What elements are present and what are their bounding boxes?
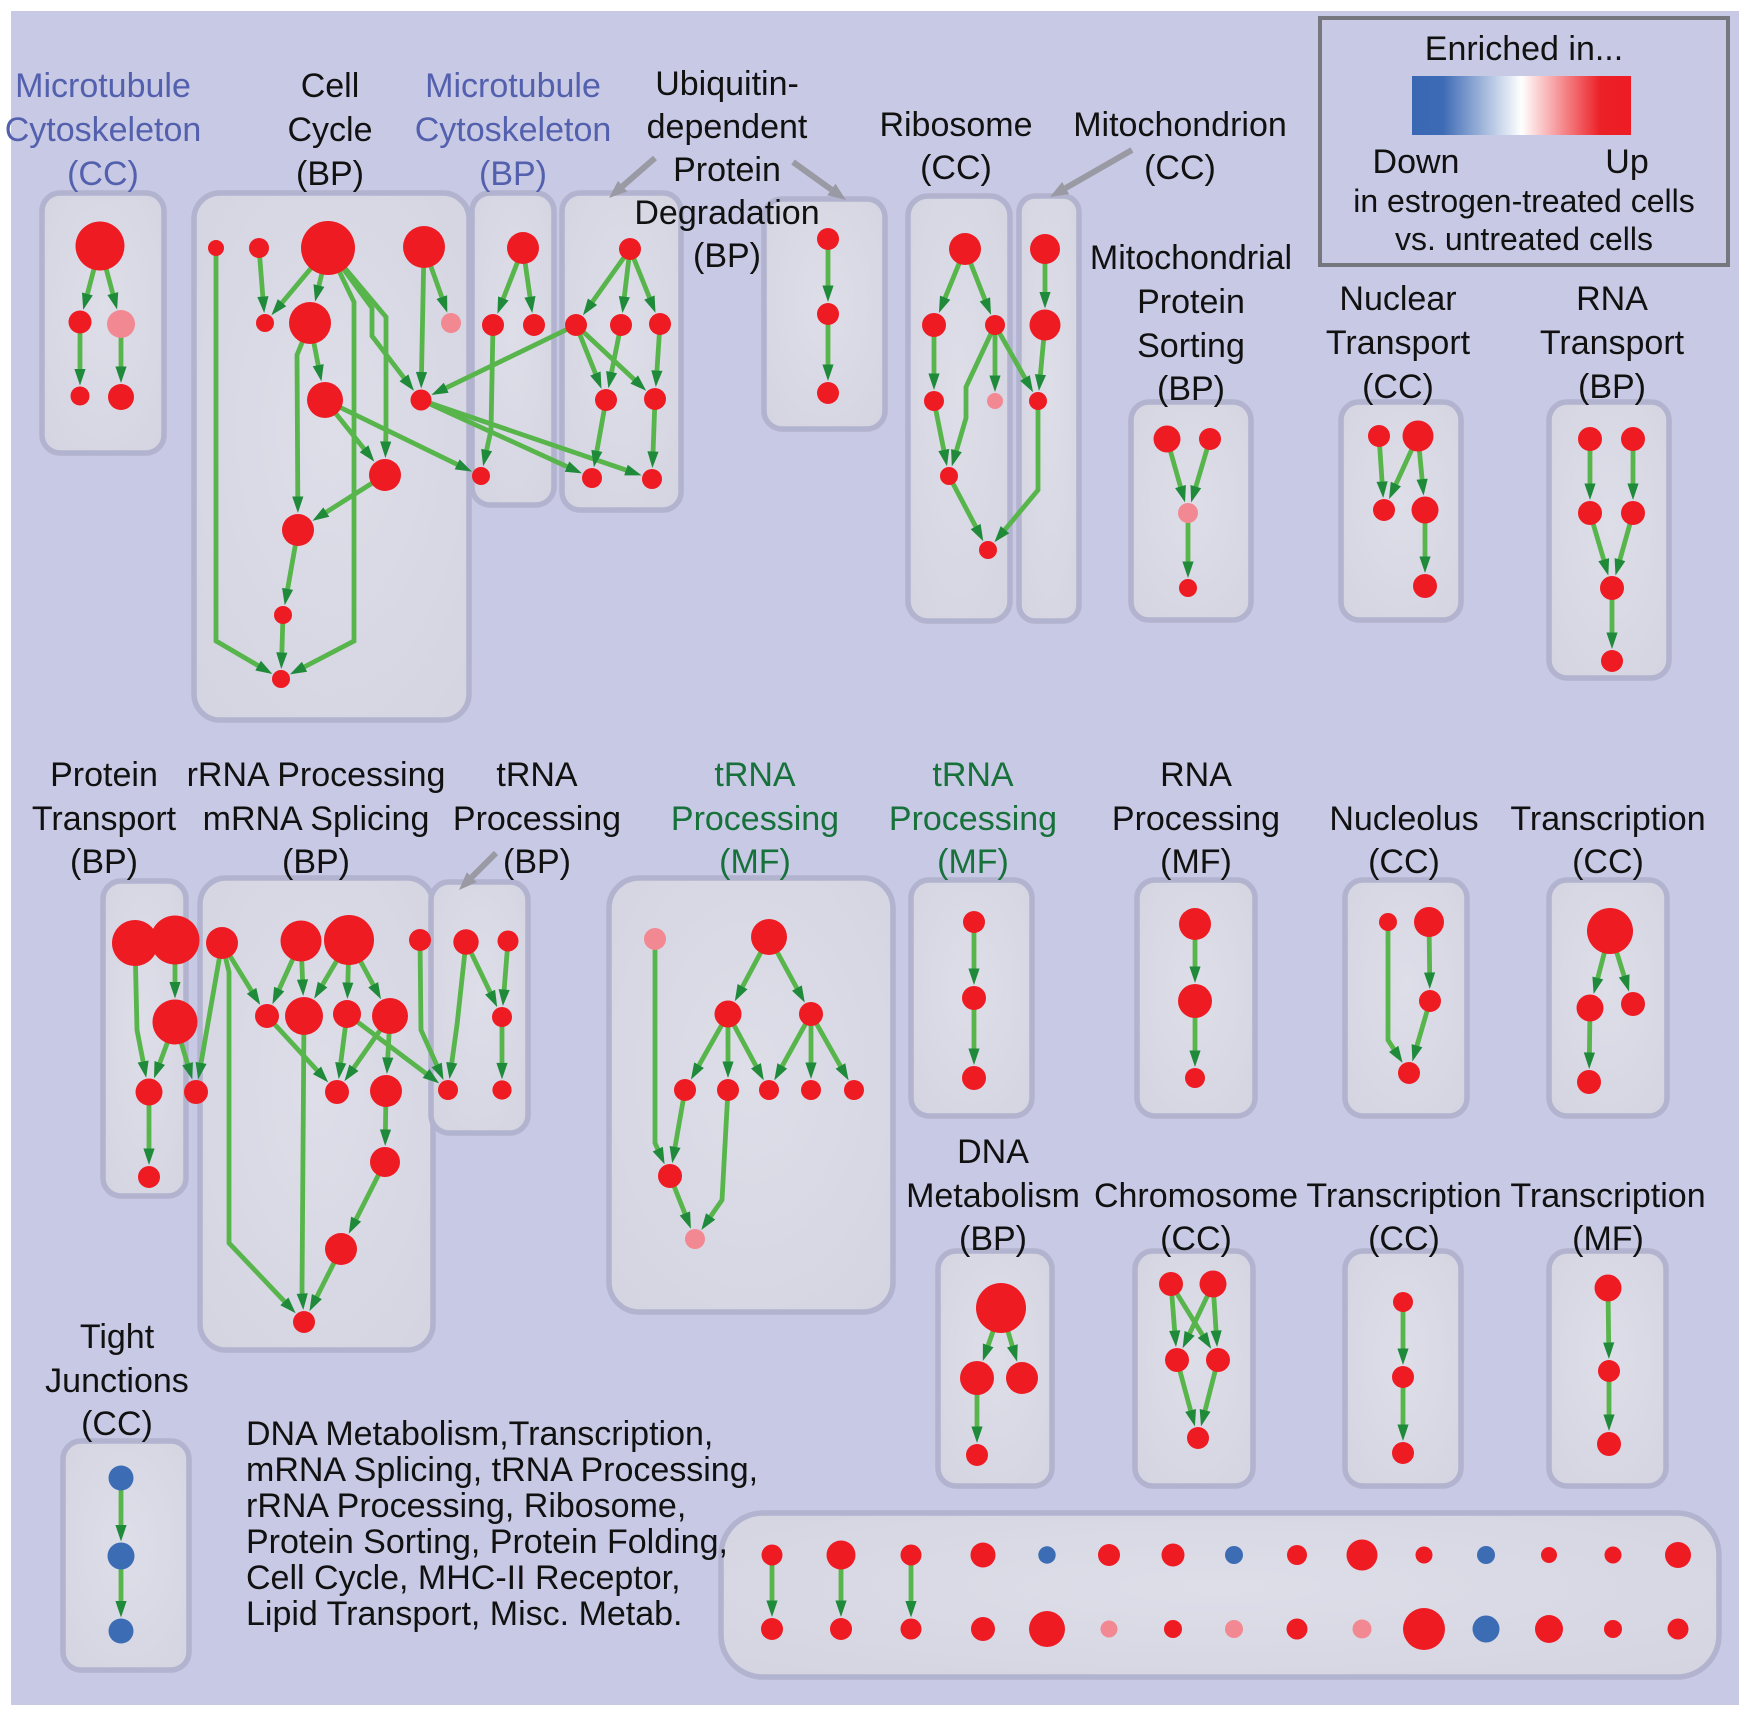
svg-text:Nuclear: Nuclear	[1339, 280, 1456, 318]
svg-text:Transport: Transport	[32, 800, 177, 838]
svg-text:(BP): (BP)	[959, 1220, 1027, 1258]
svg-text:tRNA: tRNA	[496, 756, 578, 794]
svg-text:(BP): (BP)	[479, 155, 547, 193]
svg-text:Nucleolus: Nucleolus	[1329, 800, 1478, 838]
svg-text:Cell Cycle, MHC-II Receptor,: Cell Cycle, MHC-II Receptor,	[246, 1559, 681, 1597]
svg-text:(MF): (MF)	[937, 843, 1009, 881]
svg-text:(CC): (CC)	[1368, 1220, 1440, 1258]
svg-text:Transcription: Transcription	[1306, 1177, 1501, 1215]
svg-text:Up: Up	[1605, 143, 1648, 181]
svg-text:Ubiquitin-: Ubiquitin-	[655, 65, 799, 103]
svg-text:DNA Metabolism,Transcription,: DNA Metabolism,Transcription,	[246, 1415, 713, 1453]
svg-text:rRNA Processing: rRNA Processing	[187, 756, 446, 794]
svg-text:(CC): (CC)	[81, 1405, 153, 1443]
svg-text:mRNA Splicing: mRNA Splicing	[203, 800, 430, 838]
svg-text:RNA: RNA	[1160, 756, 1232, 794]
svg-text:(BP): (BP)	[693, 237, 761, 275]
svg-text:DNA: DNA	[957, 1133, 1029, 1171]
svg-text:Cell: Cell	[301, 67, 360, 105]
svg-text:Ribosome: Ribosome	[879, 106, 1032, 144]
svg-text:Mitochondrion: Mitochondrion	[1073, 106, 1287, 144]
svg-text:mRNA Splicing, tRNA Processing: mRNA Splicing, tRNA Processing,	[246, 1451, 758, 1489]
svg-text:Lipid Transport, Misc. Metab.: Lipid Transport, Misc. Metab.	[246, 1595, 683, 1633]
svg-text:Down: Down	[1373, 143, 1460, 181]
svg-text:(CC): (CC)	[1572, 843, 1644, 881]
svg-text:(MF): (MF)	[1160, 843, 1232, 881]
svg-text:(BP): (BP)	[70, 843, 138, 881]
svg-text:(MF): (MF)	[719, 843, 791, 881]
svg-text:Degradation: Degradation	[634, 194, 819, 232]
svg-text:tRNA: tRNA	[714, 756, 796, 794]
svg-text:Tight: Tight	[80, 1318, 155, 1356]
svg-text:(BP): (BP)	[296, 155, 364, 193]
svg-text:Processing: Processing	[453, 800, 621, 838]
svg-text:tRNA: tRNA	[932, 756, 1014, 794]
svg-text:dependent: dependent	[647, 108, 808, 146]
svg-text:RNA: RNA	[1576, 280, 1648, 318]
svg-text:(BP): (BP)	[503, 843, 571, 881]
svg-text:Microtubule: Microtubule	[15, 67, 191, 105]
svg-text:Junctions: Junctions	[45, 1362, 189, 1400]
svg-text:Mitochondrial: Mitochondrial	[1090, 239, 1292, 277]
svg-text:rRNA Processing, Ribosome,: rRNA Processing, Ribosome,	[246, 1487, 686, 1525]
svg-text:(BP): (BP)	[1157, 370, 1225, 408]
svg-text:Protein Sorting, Protein Foldi: Protein Sorting, Protein Folding,	[246, 1523, 728, 1561]
svg-text:Microtubule: Microtubule	[425, 67, 601, 105]
svg-text:(CC): (CC)	[1362, 368, 1434, 406]
svg-text:Enriched in...: Enriched in...	[1425, 30, 1623, 68]
svg-text:(CC): (CC)	[1144, 149, 1216, 187]
svg-text:Processing: Processing	[1112, 800, 1280, 838]
svg-text:(BP): (BP)	[282, 843, 350, 881]
svg-text:Sorting: Sorting	[1137, 327, 1245, 365]
svg-text:(CC): (CC)	[920, 149, 992, 187]
svg-text:Metabolism: Metabolism	[906, 1177, 1080, 1215]
svg-text:Cytoskeleton: Cytoskeleton	[5, 111, 202, 149]
svg-text:(CC): (CC)	[67, 155, 139, 193]
svg-text:Cycle: Cycle	[287, 111, 372, 149]
svg-text:(BP): (BP)	[1578, 368, 1646, 406]
svg-text:Protein: Protein	[50, 756, 158, 794]
svg-text:Processing: Processing	[671, 800, 839, 838]
svg-text:Transport: Transport	[1326, 324, 1471, 362]
svg-text:Transcription: Transcription	[1510, 1177, 1705, 1215]
svg-text:Transcription: Transcription	[1510, 800, 1705, 838]
svg-text:Transport: Transport	[1540, 324, 1685, 362]
svg-text:Chromosome: Chromosome	[1094, 1177, 1298, 1215]
svg-text:(CC): (CC)	[1368, 843, 1440, 881]
svg-text:Protein: Protein	[673, 151, 781, 189]
svg-text:Protein: Protein	[1137, 283, 1245, 321]
svg-text:Cytoskeleton: Cytoskeleton	[415, 111, 612, 149]
svg-text:in estrogen-treated cells: in estrogen-treated cells	[1353, 183, 1695, 219]
svg-text:vs. untreated cells: vs. untreated cells	[1395, 221, 1653, 257]
svg-text:Processing: Processing	[889, 800, 1057, 838]
svg-text:(MF): (MF)	[1572, 1220, 1644, 1258]
svg-text:(CC): (CC)	[1160, 1220, 1232, 1258]
